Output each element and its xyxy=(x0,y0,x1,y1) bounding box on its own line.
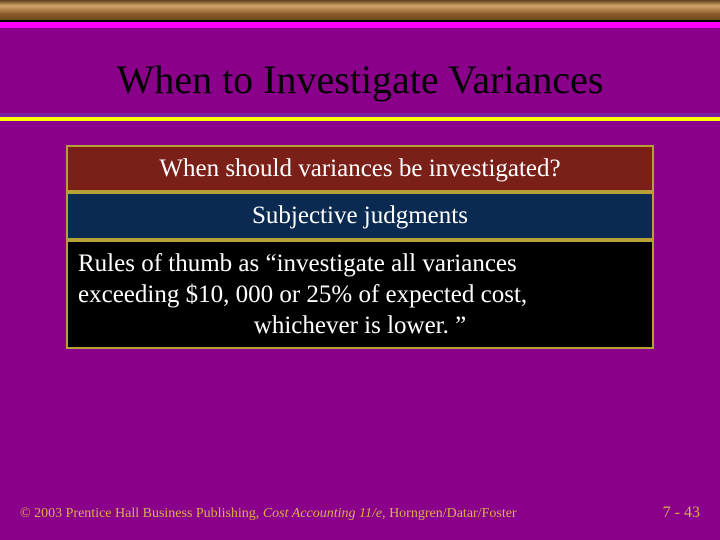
footer-left: © 2003 Prentice Hall Business Publishing… xyxy=(20,506,517,522)
title-divider xyxy=(0,113,720,121)
box-rules-line2: exceeding $10, 000 or 25% of expected co… xyxy=(78,279,642,310)
title-area: When to Investigate Variances xyxy=(0,28,720,113)
box-question-text: When should variances be investigated? xyxy=(159,155,560,182)
footer-page: 7 - 43 xyxy=(663,504,700,522)
footer-authors: Horngren/Datar/Foster xyxy=(386,506,517,521)
slide-title: When to Investigate Variances xyxy=(0,56,720,103)
box-rules-line3: whichever is lower. ” xyxy=(78,310,642,341)
box-subjective-text: Subjective judgments xyxy=(252,202,468,229)
box-rules-line1: Rules of thumb as “investigate all varia… xyxy=(78,248,642,279)
top-decorative-strip xyxy=(0,0,720,22)
footer-book-title: Cost Accounting 11/e, xyxy=(263,506,386,521)
box-rules: Rules of thumb as “investigate all varia… xyxy=(66,240,654,350)
box-subjective: Subjective judgments xyxy=(66,192,654,239)
content-area: When should variances be investigated? S… xyxy=(0,121,720,349)
footer-copyright: © 2003 Prentice Hall Business Publishing… xyxy=(20,506,263,521)
box-question: When should variances be investigated? xyxy=(66,145,654,192)
footer: © 2003 Prentice Hall Business Publishing… xyxy=(20,504,700,522)
